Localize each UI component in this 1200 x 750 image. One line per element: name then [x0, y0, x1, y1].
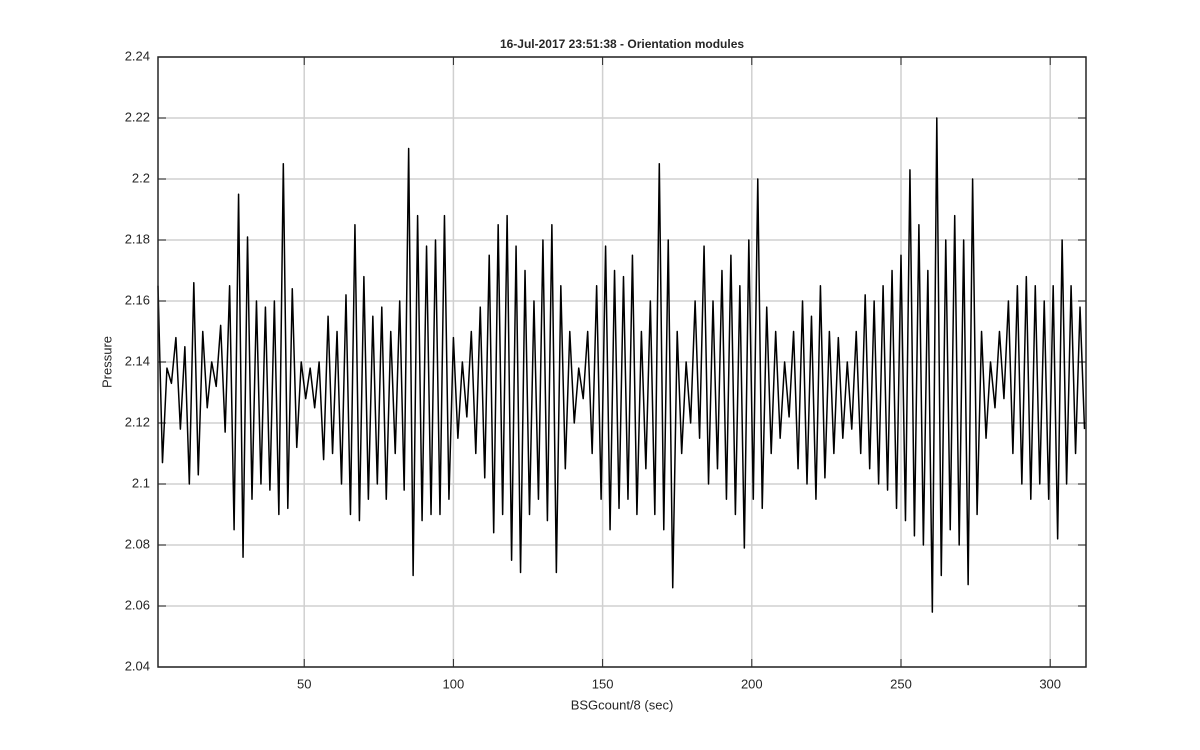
plot [157, 117, 1086, 613]
y-tick-label: 2.18 [125, 231, 150, 246]
y-tick-label: 2.16 [125, 292, 150, 307]
x-tick-label: 150 [592, 676, 614, 691]
x-tick-label: 200 [741, 676, 763, 691]
x-tick-label: 100 [443, 676, 465, 691]
y-tick-label: 2.12 [125, 414, 150, 429]
chart-title: 16-Jul-2017 23:51:38 - Orientation modul… [500, 37, 744, 51]
x-axis-label: BSGcount/8 (sec) [571, 697, 674, 712]
y-tick-label: 2.1 [132, 475, 150, 490]
y-tick-label: 2.08 [125, 536, 150, 551]
axes-box [157, 56, 1087, 668]
y-tick-label: 2.06 [125, 597, 150, 612]
x-tick-label: 250 [890, 676, 912, 691]
y-tick-label: 2.14 [125, 353, 150, 368]
data-line [157, 117, 1086, 613]
y-tick-label: 2.24 [125, 48, 150, 63]
y-axis-label: Pressure [99, 336, 114, 388]
y-tick-label: 2.22 [125, 109, 150, 124]
x-tick-label: 300 [1039, 676, 1061, 691]
y-tick-label: 2.04 [125, 658, 150, 673]
x-tick-label: 50 [297, 676, 311, 691]
y-tick-label: 2.2 [132, 170, 150, 185]
